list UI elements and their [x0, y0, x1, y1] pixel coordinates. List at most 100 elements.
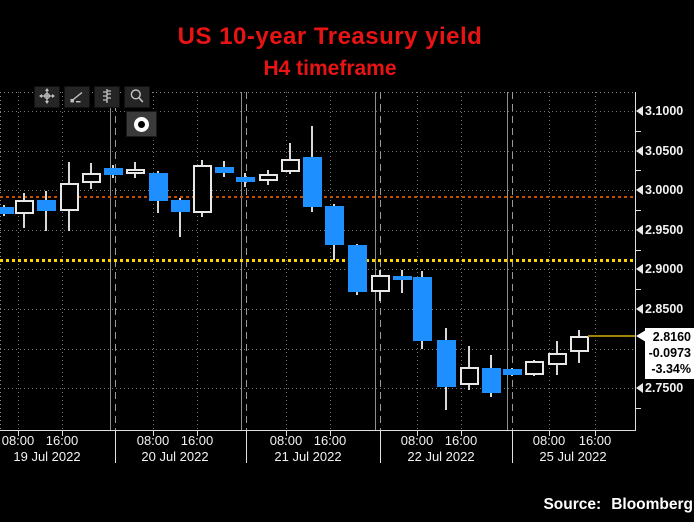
candle-body-up — [192, 164, 212, 214]
x-axis-line — [0, 430, 636, 431]
x-axis-tick — [286, 431, 287, 436]
candle-body-up — [569, 335, 589, 352]
chart-title: US 10-year Treasury yield H4 timeframe — [0, 22, 660, 82]
lower-level-line — [0, 258, 635, 262]
candle-body-down — [324, 206, 344, 245]
last-price-pct-change: -3.34% — [651, 362, 691, 377]
date-label: 19 Jul 2022 — [13, 449, 81, 464]
candle-body-down — [412, 276, 432, 342]
x-axis-tick — [197, 431, 198, 436]
candle-body-down — [302, 156, 322, 207]
candle-body-up — [370, 274, 390, 292]
source-label: Source: — [543, 496, 602, 513]
y-axis-minor-tick — [636, 249, 641, 251]
trendline-tool-button[interactable] — [64, 86, 90, 108]
h-gridline — [0, 229, 635, 231]
candle-wick — [179, 198, 181, 237]
candle-body-down — [170, 199, 190, 212]
candle-body-down — [392, 275, 412, 280]
y-axis-tick-arrow — [636, 304, 643, 314]
magnifier-icon — [129, 88, 145, 107]
y-axis-label: 2.7500 — [636, 380, 683, 396]
h-gridline — [0, 348, 635, 350]
candle-body-up — [547, 353, 567, 366]
y-axis-minor-tick — [636, 408, 641, 409]
date-label: 21 Jul 2022 — [274, 449, 342, 464]
time-label: 16:00 — [444, 433, 478, 448]
y-axis-label: 3.0000 — [636, 182, 683, 198]
candle-body-up — [524, 361, 544, 375]
h-gridline — [0, 269, 635, 271]
date-label: 22 Jul 2022 — [407, 449, 475, 464]
trendline-icon — [69, 88, 85, 107]
y-axis-tick-arrow — [636, 185, 643, 196]
source-credit: Source: Bloomberg — [543, 496, 693, 514]
y-axis-tick-arrow — [636, 106, 643, 116]
time-label: 08:00 — [136, 433, 170, 448]
candle-body-down — [103, 168, 123, 176]
ohlc-bars-tool-button[interactable] — [94, 86, 120, 108]
ohlc-bars-icon — [99, 88, 115, 107]
day-separator-axis — [115, 430, 116, 463]
h-gridline — [0, 388, 635, 390]
candle-wick — [401, 270, 403, 294]
plot-frame-top — [0, 92, 635, 93]
last-price-label: 2.8160 -0.0973 -3.34% — [645, 327, 694, 379]
zoom-tool-button[interactable] — [124, 86, 150, 108]
crosshair-tool-button[interactable] — [34, 86, 60, 108]
h-gridline — [0, 111, 635, 112]
candle-body-down — [36, 200, 56, 211]
time-label: 16:00 — [45, 433, 79, 448]
y-axis-minor-tick — [636, 130, 641, 132]
y-axis-label-text: 2.8500 — [645, 302, 684, 316]
day-separator-axis — [246, 430, 247, 463]
time-label: 16:00 — [180, 433, 214, 448]
record-button[interactable] — [126, 111, 157, 137]
candle-wick — [289, 142, 291, 174]
h-gridline — [0, 309, 635, 310]
chart-title-line1: US 10-year Treasury yield — [177, 23, 483, 50]
last-price-net-change: -0.0973 — [648, 346, 691, 361]
last-price-value: 2.8160 — [652, 330, 691, 345]
x-axis-tick — [417, 431, 418, 436]
y-axis-minor-tick — [636, 170, 641, 172]
day-separator-axis — [512, 430, 513, 463]
time-label: 08:00 — [269, 433, 303, 448]
x-axis-tick — [461, 431, 462, 436]
candle-body-down — [148, 172, 168, 202]
candle-body-down — [214, 167, 234, 173]
candle-body-up — [125, 168, 145, 174]
candle-body-up — [280, 158, 300, 172]
x-axis-tick — [18, 431, 19, 436]
y-axis-label-text: 2.9000 — [645, 262, 684, 277]
y-axis-label-text: 3.0500 — [645, 143, 684, 158]
y-axis-label: 2.8500 — [636, 301, 683, 317]
x-axis-tick — [330, 431, 331, 436]
y-axis-tick-arrow — [636, 145, 643, 156]
time-label: 16:00 — [578, 433, 612, 448]
y-axis-tick-arrow — [636, 224, 643, 235]
candle-body-up — [459, 366, 479, 386]
last-price-pointer — [636, 329, 646, 342]
chart-title-line2: H4 timeframe — [263, 57, 397, 80]
y-axis-label-text: 3.1000 — [645, 104, 684, 118]
candle-body-down — [347, 244, 367, 292]
candle-body-up — [14, 199, 34, 214]
y-axis-label-text: 3.0000 — [645, 183, 684, 198]
y-axis-label: 3.0500 — [636, 143, 683, 159]
y-axis-label-text: 2.7500 — [645, 381, 684, 396]
crosshair-icon — [39, 87, 55, 107]
time-label: 16:00 — [313, 433, 347, 448]
y-axis-label: 2.9000 — [636, 261, 683, 277]
x-axis-tick — [153, 431, 154, 436]
y-axis-label: 3.1000 — [636, 103, 683, 119]
day-separator-axis — [380, 430, 381, 463]
time-label: 08:00 — [400, 433, 434, 448]
last-price-line — [588, 334, 635, 337]
y-axis-label: 2.9500 — [636, 222, 683, 238]
candle-body-down — [436, 339, 456, 387]
x-axis-tick — [595, 431, 596, 436]
candle-wick — [45, 190, 47, 232]
